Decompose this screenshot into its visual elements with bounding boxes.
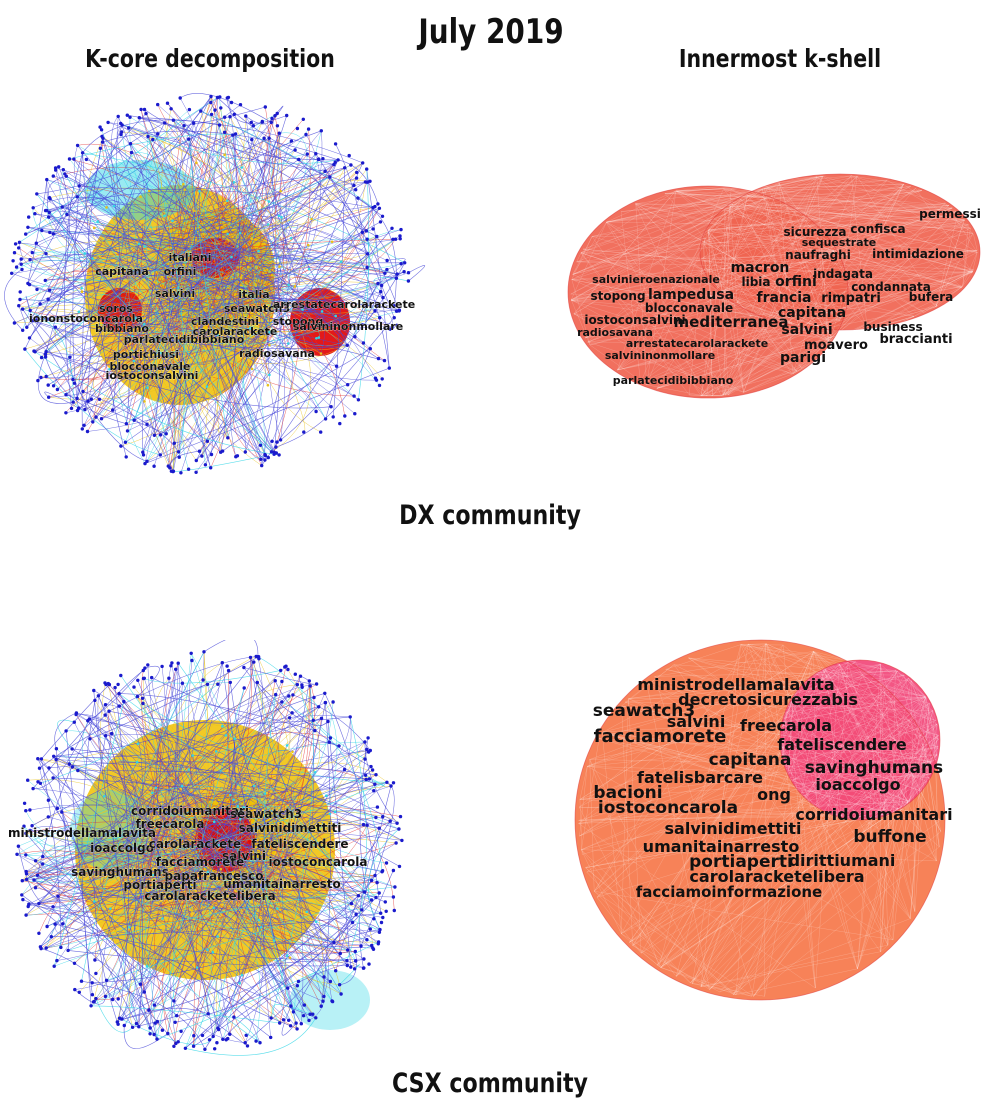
kcore-label: italiani (168, 251, 211, 264)
kshell-label: naufraghi (785, 248, 851, 262)
kshell-label: permessi (919, 207, 981, 221)
kshell-label: facciamorete (594, 726, 727, 747)
kshell-label: parigi (780, 350, 826, 366)
csx-community-label: CSX community (383, 1068, 596, 1099)
kshell-label: stopong (590, 289, 645, 303)
kcore-label: carolaracketelibera (144, 889, 275, 903)
kshell-label: buffone (853, 827, 926, 847)
kshell-label: decretosicurezzabis (678, 690, 858, 709)
kshell-label: parlatecidibibbiano (613, 374, 734, 387)
kshell-label: freecarola (740, 716, 832, 735)
kshell-label: intimidazione (872, 247, 964, 261)
csx-innermost-kshell: ministrodellamalavitadecretosicurezzabis… (560, 630, 980, 1020)
kshell-label: facciamoinformazione (636, 883, 822, 901)
kcore-label: iostoconcarola (269, 855, 368, 869)
kshell-label: salvinidimettiti (665, 819, 802, 838)
kshell-label: iostoconsalvini (584, 313, 685, 327)
dx-community-label: DX community (392, 500, 589, 531)
kcore-label: italia (238, 288, 269, 301)
kshell-label: fateliscendere (777, 735, 907, 754)
kcore-label: freecarola (136, 817, 205, 831)
kcore-label: arrestatecarolarackete (273, 298, 415, 311)
kshell-label: ioaccolgo (815, 775, 900, 794)
kshell-label: mediterranea (674, 313, 789, 331)
kshell-label: corridoiumanitari (795, 805, 952, 824)
kcore-label: fateliscendere (251, 837, 348, 851)
kcore-label: orfini (164, 265, 197, 278)
kshell-label: rimpatri (821, 291, 881, 306)
kshell-label: braccianti (879, 332, 952, 347)
kshell-label: bufera (909, 290, 954, 304)
kcore-label: radiosavana (239, 347, 315, 360)
kcore-label: savinghumans (71, 865, 169, 879)
dx-innermost-kshell: permessi sicurezza confiscasequestratenauf… (540, 140, 982, 410)
kshell-label: indagata (813, 267, 873, 281)
kcore-label: capitana (95, 265, 149, 278)
kshell-label: confisca (850, 222, 905, 236)
kshell-label: salvininonmollare (605, 349, 715, 362)
edges (4, 93, 424, 472)
kcore-label: seawatch3 (230, 807, 302, 821)
kcore-label: ministrodellamalavita (8, 826, 156, 840)
kshell-column-title: Innermost k-shell (665, 44, 895, 73)
kshell-label: salvinieroenazionale (592, 273, 720, 286)
kcore-column-title: K-core decomposition (71, 44, 350, 73)
kshell-label: salvini (781, 322, 832, 338)
kcore-label: salvininonmollare (293, 320, 403, 333)
kshell-label: ong (757, 785, 791, 804)
kcore-label: iostoconsalvini (106, 369, 199, 382)
kshell-label: capitana (778, 305, 846, 321)
kshell-label: iostoconcarola (598, 798, 738, 818)
kcore-label: salvinidimettiti (239, 821, 342, 835)
kshell-label: capitana (709, 750, 792, 770)
kcore-label: parlatecidibibbiano (124, 333, 245, 346)
dx-kcore-network: italiani capitana orfini salvini italia soros… (0, 80, 430, 490)
kshell-label: francia (757, 290, 812, 306)
kshell-label: orfini (775, 274, 817, 290)
page-title: July 2019 (409, 12, 573, 52)
kcore-label: salvini (155, 287, 195, 300)
kcore-label: facciamorete (156, 855, 244, 869)
kcore-label: ioaccolgo (90, 841, 154, 855)
kshell-label: libia (741, 275, 770, 289)
